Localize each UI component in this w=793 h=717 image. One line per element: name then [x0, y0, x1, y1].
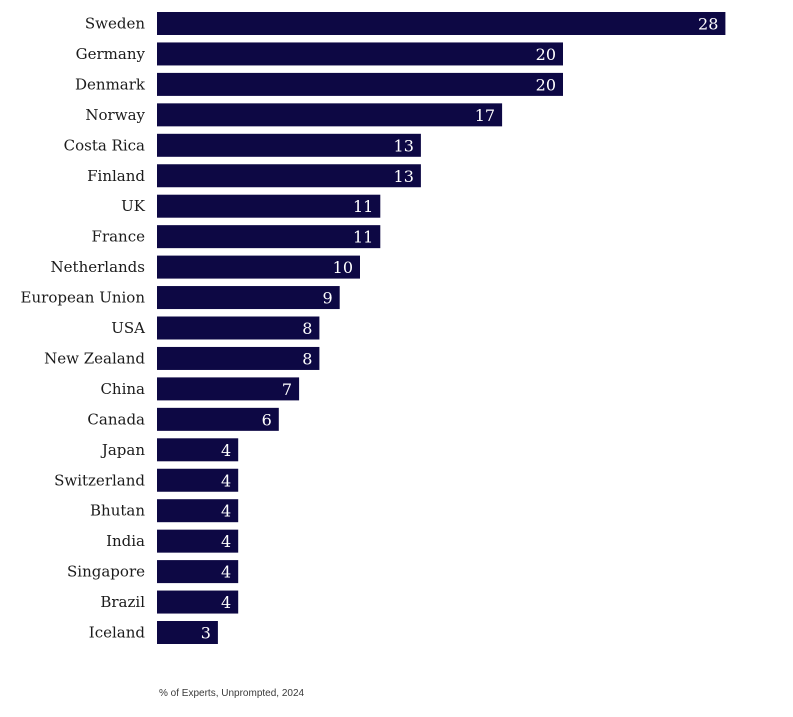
value-label-india: 4 — [221, 532, 231, 551]
bar-germany — [157, 42, 563, 66]
bar-switzerland — [157, 468, 239, 492]
category-label-new-zealand: New Zealand — [44, 349, 145, 367]
value-label-canada: 6 — [262, 410, 272, 429]
value-label-iceland: 3 — [201, 624, 211, 643]
category-label-bhutan: Bhutan — [90, 502, 145, 520]
category-label-japan: Japan — [100, 441, 146, 459]
category-label-uk: UK — [121, 197, 146, 215]
value-label-new-zealand: 8 — [302, 349, 312, 368]
bar-finland — [157, 164, 421, 188]
bar-usa — [157, 316, 320, 340]
value-label-denmark: 20 — [536, 75, 556, 94]
value-label-switzerland: 4 — [221, 471, 231, 490]
bar-france — [157, 225, 381, 249]
bar-netherlands — [157, 255, 360, 279]
bar-costa-rica — [157, 133, 421, 157]
value-label-sweden: 28 — [698, 15, 718, 34]
value-label-uk: 11 — [353, 197, 373, 216]
category-label-norway: Norway — [85, 106, 145, 124]
bar-india — [157, 529, 239, 553]
category-label-iceland: Iceland — [89, 624, 146, 642]
category-label-netherlands: Netherlands — [51, 258, 145, 276]
bar-brazil — [157, 590, 239, 614]
value-label-costa-rica: 13 — [394, 136, 414, 155]
bar-singapore — [157, 560, 239, 584]
bar-european-union — [157, 286, 340, 310]
category-label-china: China — [100, 380, 145, 398]
bar-denmark — [157, 72, 563, 96]
bar-uk — [157, 194, 381, 218]
value-label-finland: 13 — [394, 167, 414, 186]
category-label-finland: Finland — [87, 167, 145, 185]
category-label-germany: Germany — [76, 45, 146, 63]
value-label-bhutan: 4 — [221, 502, 231, 521]
bar-china — [157, 377, 300, 401]
category-label-denmark: Denmark — [75, 75, 146, 93]
value-label-european-union: 9 — [323, 289, 333, 308]
value-label-brazil: 4 — [221, 593, 231, 612]
category-label-singapore: Singapore — [67, 563, 145, 581]
bar-sweden — [157, 12, 726, 35]
category-label-sweden: Sweden — [85, 15, 145, 33]
category-label-india: India — [106, 532, 145, 550]
category-label-canada: Canada — [87, 410, 145, 428]
value-label-japan: 4 — [221, 441, 231, 460]
value-label-netherlands: 10 — [333, 258, 353, 277]
category-label-costa-rica: Costa Rica — [64, 136, 145, 154]
category-label-european-union: European Union — [21, 289, 146, 307]
bar-bhutan — [157, 499, 239, 523]
bars — [157, 12, 726, 644]
category-labels: Sweden Germany Denmark Norway Costa Rica Finl… — [21, 15, 146, 642]
value-label-france: 11 — [353, 228, 373, 247]
value-label-usa: 8 — [302, 319, 312, 338]
value-label-china: 7 — [282, 380, 292, 399]
value-label-germany: 20 — [536, 45, 556, 64]
category-label-brazil: Brazil — [100, 593, 145, 611]
bar-canada — [157, 407, 279, 431]
bar-new-zealand — [157, 346, 320, 370]
bar-norway — [157, 103, 503, 127]
chart-caption: % of Experts, Unprompted, 2024 — [159, 688, 305, 699]
value-label-norway: 17 — [475, 106, 495, 125]
category-label-usa: USA — [111, 319, 145, 337]
bar-iceland — [157, 621, 218, 644]
value-label-singapore: 4 — [221, 563, 231, 582]
bar-japan — [157, 438, 239, 462]
category-label-switzerland: Switzerland — [54, 471, 145, 489]
category-label-france: France — [92, 228, 146, 246]
